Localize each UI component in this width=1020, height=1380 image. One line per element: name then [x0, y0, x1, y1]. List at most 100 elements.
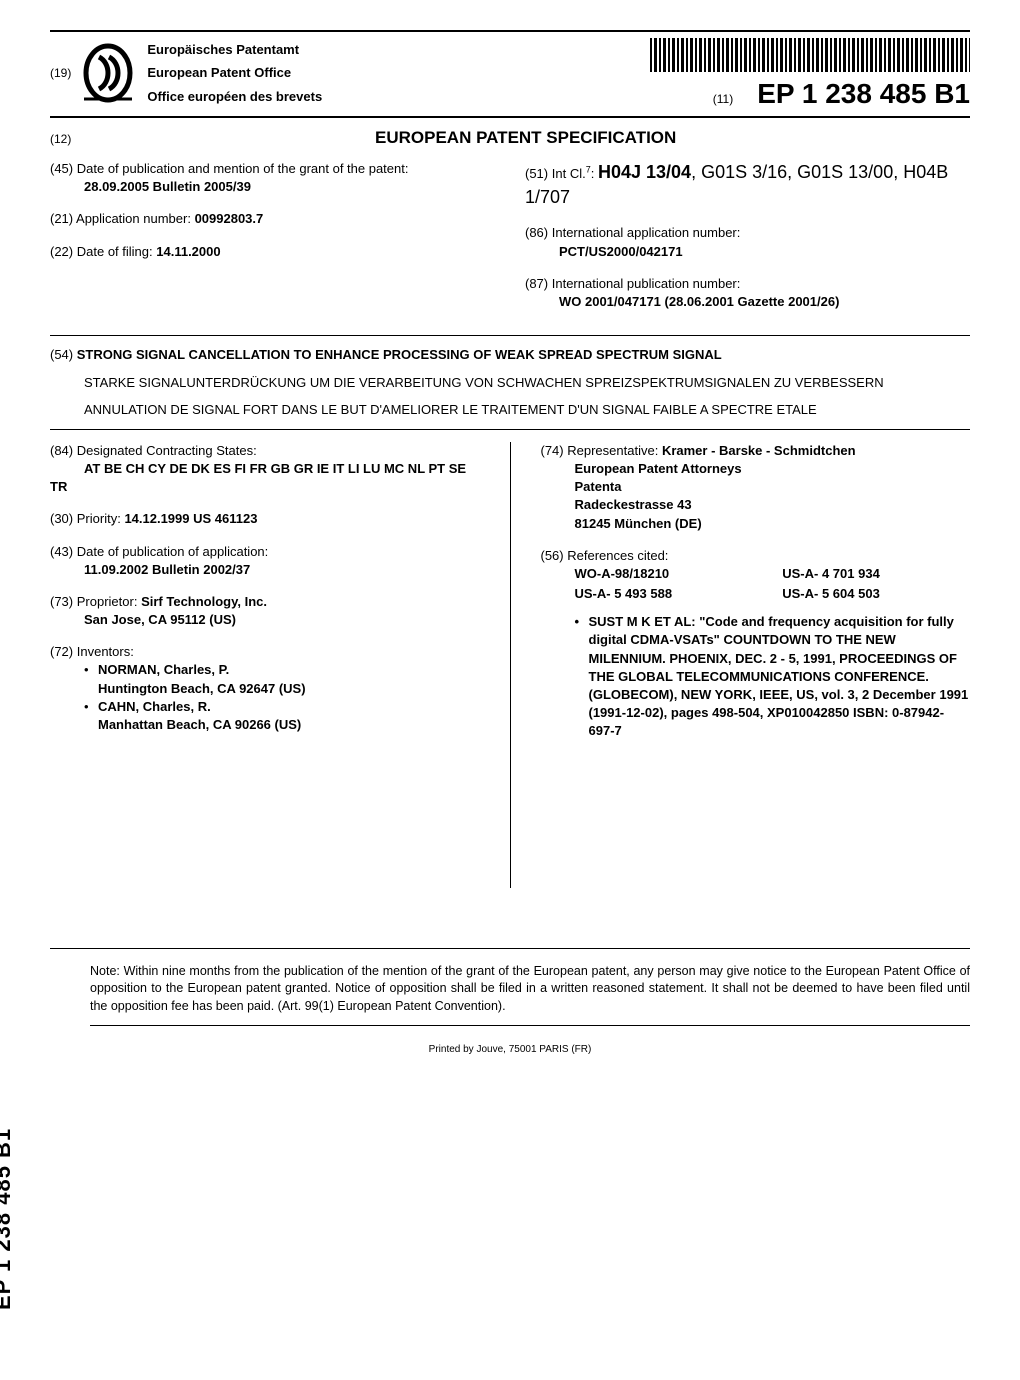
field-73-addr: San Jose, CA 95112 (US) — [50, 612, 236, 627]
office-fr: Office européen des brevets — [147, 85, 322, 108]
field-30: (30) Priority: 14.12.1999 US 461123 — [50, 510, 480, 528]
field-72: (72) Inventors: NORMAN, Charles, P. Hunt… — [50, 643, 480, 734]
office-en: European Patent Office — [147, 61, 322, 84]
biblio-left: (84) Designated Contracting States: AT B… — [50, 442, 480, 888]
field-30-text: Priority: — [77, 511, 121, 526]
opposition-note: Note: Within nine months from the public… — [50, 963, 970, 1016]
npl-list: SUST M K ET AL: "Code and frequency acqu… — [541, 613, 971, 740]
office-de: Europäisches Patentamt — [147, 38, 322, 61]
field-19-code: (19) — [50, 66, 71, 80]
field-51-code: (51) — [525, 166, 548, 181]
field-22: (22) Date of filing: 14.11.2000 — [50, 243, 495, 261]
field-56: (56) References cited: WO-A-98/18210 US-… — [541, 547, 971, 741]
top-left-col: (45) Date of publication and mention of … — [50, 160, 495, 325]
field-12-code: (12) — [50, 132, 71, 146]
epo-logo-icon — [81, 43, 135, 103]
inventors-list: NORMAN, Charles, P. Huntington Beach, CA… — [50, 661, 480, 734]
field-21-value: 00992803.7 — [195, 211, 264, 226]
biblio-box: (84) Designated Contracting States: AT B… — [50, 429, 970, 949]
field-86-value: PCT/US2000/042171 — [525, 244, 683, 259]
field-21: (21) Application number: 00992803.7 — [50, 210, 495, 228]
field-21-text: Application number: — [76, 211, 191, 226]
separator — [90, 1025, 970, 1026]
field-87-text: International publication number: — [552, 276, 741, 291]
field-54-code: (54) — [50, 347, 73, 362]
field-87-code: (87) — [525, 276, 548, 291]
inventor-name: CAHN, Charles, R. — [98, 699, 211, 714]
field-73-name: Sirf Technology, Inc. — [141, 594, 267, 609]
field-84-text: Designated Contracting States: — [77, 443, 257, 458]
field-73: (73) Proprietor: Sirf Technology, Inc. S… — [50, 593, 480, 629]
barcode-icon — [650, 38, 970, 72]
field-74: (74) Representative: Kramer - Barske - S… — [541, 442, 971, 533]
field-43-code: (43) — [50, 544, 73, 559]
publication-number-row: (11) EP 1 238 485 B1 — [510, 78, 970, 110]
field-43-value: 11.09.2002 Bulletin 2002/37 — [50, 562, 250, 577]
reference-item: US-A- 5 604 503 — [782, 585, 970, 603]
field-74-line3: Radeckestrasse 43 — [541, 497, 692, 512]
field-86-text: International application number: — [552, 225, 741, 240]
separator — [50, 335, 970, 336]
field-74-line2: Patenta — [541, 479, 622, 494]
field-30-value: 14.12.1999 US 461123 — [124, 511, 257, 526]
title-fr: ANNULATION DE SIGNAL FORT DANS LE BUT D'… — [50, 401, 970, 419]
field-45: (45) Date of publication and mention of … — [50, 160, 495, 196]
header-right: (11) EP 1 238 485 B1 — [510, 38, 970, 110]
field-22-value: 14.11.2000 — [156, 244, 220, 259]
office-names: Europäisches Patentamt European Patent O… — [147, 38, 322, 108]
inventor-addr: Manhattan Beach, CA 90266 (US) — [98, 717, 301, 732]
header: (19) Europäisches Patentamt European Pat… — [50, 30, 970, 118]
field-84-code: (84) — [50, 443, 73, 458]
field-74-text: Representative: — [567, 443, 658, 458]
header-left: (19) Europäisches Patentamt European Pat… — [50, 38, 510, 108]
document-kind-row: (12) EUROPEAN PATENT SPECIFICATION — [50, 128, 970, 148]
field-51-colon: : — [591, 166, 595, 181]
spine-publication-number: EP 1 238 485 B1 — [0, 1128, 16, 1310]
field-43: (43) Date of publication of application:… — [50, 543, 480, 579]
field-84-value: AT BE CH CY DE DK ES FI FR GB GR IE IT L… — [50, 461, 466, 494]
title-de: STARKE SIGNALUNTERDRÜCKUNG UM DIE VERARB… — [50, 374, 970, 392]
field-74-name: Kramer - Barske - Schmidtchen — [662, 443, 856, 458]
inventor-addr: Huntington Beach, CA 92647 (US) — [98, 681, 306, 696]
inventor-item: CAHN, Charles, R. Manhattan Beach, CA 90… — [84, 698, 480, 734]
field-22-code: (22) — [50, 244, 73, 259]
inventor-name: NORMAN, Charles, P. — [98, 662, 229, 677]
field-86-code: (86) — [525, 225, 548, 240]
field-45-value: 28.09.2005 Bulletin 2005/39 — [50, 179, 251, 194]
title-block: (54) STRONG SIGNAL CANCELLATION TO ENHAN… — [50, 346, 970, 419]
field-51: (51) Int Cl.7: H04J 13/04, G01S 3/16, G0… — [525, 160, 970, 210]
reference-item: US-A- 5 493 588 — [575, 585, 763, 603]
npl-item: SUST M K ET AL: "Code and frequency acqu… — [575, 613, 971, 740]
reference-item: US-A- 4 701 934 — [782, 565, 970, 583]
field-87-value: WO 2001/047171 (28.06.2001 Gazette 2001/… — [525, 294, 839, 309]
field-30-code: (30) — [50, 511, 73, 526]
field-43-text: Date of publication of application: — [77, 544, 269, 559]
publication-number: EP 1 238 485 B1 — [757, 78, 970, 110]
field-74-line1: European Patent Attorneys — [541, 461, 742, 476]
inventor-item: NORMAN, Charles, P. Huntington Beach, CA… — [84, 661, 480, 697]
biblio-divider — [510, 442, 511, 888]
references-grid: WO-A-98/18210 US-A- 4 701 934 US-A- 5 49… — [541, 565, 971, 603]
field-11-code: (11) — [713, 92, 733, 106]
field-74-code: (74) — [541, 443, 564, 458]
biblio-right: (74) Representative: Kramer - Barske - S… — [541, 442, 971, 888]
field-45-code: (45) — [50, 161, 73, 176]
reference-item: WO-A-98/18210 — [575, 565, 763, 583]
document-kind: EUROPEAN PATENT SPECIFICATION — [375, 128, 676, 148]
field-56-code: (56) — [541, 548, 564, 563]
field-86: (86) International application number: P… — [525, 224, 970, 260]
field-74-line4: 81245 München (DE) — [541, 516, 702, 531]
field-87: (87) International publication number: W… — [525, 275, 970, 311]
printer-line: Printed by Jouve, 75001 PARIS (FR) — [50, 1044, 970, 1055]
field-22-text: Date of filing: — [77, 244, 153, 259]
field-73-code: (73) — [50, 594, 73, 609]
title-en-line: (54) STRONG SIGNAL CANCELLATION TO ENHAN… — [50, 346, 970, 364]
field-45-text: Date of publication and mention of the g… — [77, 161, 409, 176]
top-right-col: (51) Int Cl.7: H04J 13/04, G01S 3/16, G0… — [525, 160, 970, 325]
field-51-main: H04J 13/04 — [598, 162, 691, 182]
field-73-text: Proprietor: — [77, 594, 138, 609]
title-en: STRONG SIGNAL CANCELLATION TO ENHANCE PR… — [77, 347, 722, 362]
field-56-text: References cited: — [567, 548, 668, 563]
field-51-prefix: Int Cl. — [552, 166, 586, 181]
field-72-code: (72) — [50, 644, 73, 659]
